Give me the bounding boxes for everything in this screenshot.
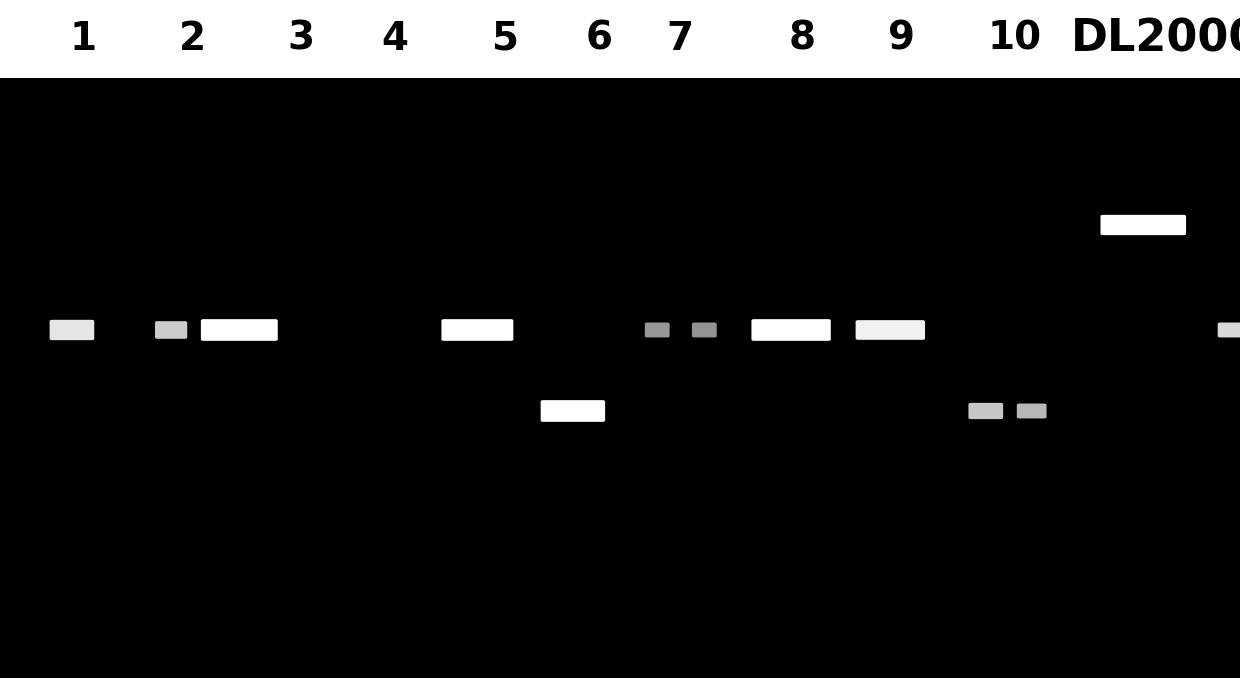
Text: DL2000: DL2000 (1071, 18, 1240, 60)
FancyBboxPatch shape (1017, 403, 1047, 418)
FancyBboxPatch shape (155, 321, 187, 339)
Text: 4: 4 (381, 20, 408, 58)
Bar (0, 0, 1240, 78)
Text: 9: 9 (888, 20, 915, 58)
Text: 10: 10 (987, 20, 1042, 58)
Text: 5: 5 (492, 20, 520, 58)
FancyBboxPatch shape (856, 320, 925, 340)
Text: 2: 2 (179, 20, 206, 58)
FancyBboxPatch shape (1218, 323, 1240, 338)
Text: 6: 6 (585, 20, 613, 58)
FancyBboxPatch shape (968, 403, 1003, 419)
FancyBboxPatch shape (441, 319, 513, 341)
FancyBboxPatch shape (645, 323, 670, 338)
FancyBboxPatch shape (751, 319, 831, 341)
FancyBboxPatch shape (50, 320, 94, 340)
Text: 1: 1 (69, 20, 97, 58)
FancyBboxPatch shape (692, 323, 717, 338)
Text: 8: 8 (789, 20, 816, 58)
FancyBboxPatch shape (1101, 215, 1187, 235)
Text: 3: 3 (288, 20, 315, 58)
FancyBboxPatch shape (541, 400, 605, 422)
FancyBboxPatch shape (201, 319, 278, 341)
Text: 7: 7 (666, 20, 693, 58)
